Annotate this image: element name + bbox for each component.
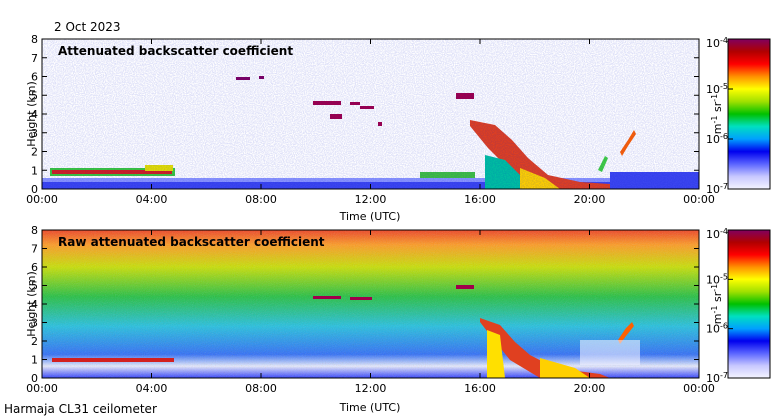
y-tick-label: 7 (31, 52, 38, 65)
y-tick-label: 7 (31, 243, 38, 256)
x-tick-label: 12:00 (355, 193, 387, 206)
x-tick-label: 08:00 (245, 193, 277, 206)
colorbar-tick-label: 10-7 (706, 371, 728, 385)
cloud-fragment-2b (350, 297, 372, 300)
y-tick-label: 4 (31, 298, 38, 311)
y-tick-label: 1 (31, 164, 38, 177)
x-tick-label: 20:00 (574, 193, 606, 206)
y-axis-1: 0 1 2 3 4 5 6 7 8 (31, 33, 699, 196)
y-tick-label: 8 (31, 224, 38, 237)
y-tick-label: 3 (31, 317, 38, 330)
cloud-fragment-2a (313, 296, 341, 299)
colorbar-tick-label: 10-5 (706, 272, 728, 286)
x-tick-label: 20:00 (574, 382, 606, 395)
heatmap-area-1 (42, 39, 699, 189)
precip-column-2 (487, 330, 505, 378)
panel-attenuated-backscatter: Attenuated backscatter coefficient 00:00… (25, 33, 771, 223)
colorbar-1: 10-4 10-5 10-6 10-7 m-1 sr-1 (706, 36, 771, 196)
colorbar-2: 10-4 10-5 10-6 10-7 m-1 sr-1 (706, 227, 771, 385)
colorbar-tick-label: 10-5 (706, 82, 728, 96)
x-tick-label: 08:00 (245, 382, 277, 395)
y-tick-label: 0 (31, 372, 38, 385)
colorbar-tick-label: 10-4 (706, 36, 728, 50)
y-tick-label: 6 (31, 261, 38, 274)
panel-title-1: Attenuated backscatter coefficient (58, 44, 293, 58)
colorbar-tick-label: 10-7 (706, 182, 728, 196)
y-axis-label-2: Height (km) (25, 271, 38, 337)
clear-patch-2 (580, 340, 640, 365)
date-label: 2 Oct 2023 (54, 20, 121, 34)
x-tick-label: 04:00 (136, 382, 168, 395)
panel-raw-backscatter: Raw attenuated backscatter coefficient 0… (25, 224, 771, 414)
colorbar-tick-label: 10-6 (706, 132, 728, 146)
heatmap-area-2 (42, 230, 699, 378)
noise-overlay-1 (42, 39, 699, 189)
y-axis-2: 0 1 2 3 4 5 6 7 8 (31, 224, 699, 385)
colorbar-unit-2: m-1 sr-1 (710, 284, 724, 324)
low-cloud-base-2 (52, 358, 174, 362)
y-tick-label: 8 (31, 33, 38, 46)
y-tick-label: 4 (31, 108, 38, 121)
instrument-label: Harmaja CL31 ceilometer (4, 402, 157, 416)
x-tick-label: 16:00 (464, 382, 496, 395)
colorbar-tick-label: 10-6 (706, 322, 728, 336)
colorbar-gradient-1 (727, 38, 771, 190)
x-tick-label: 04:00 (136, 193, 168, 206)
y-tick-label: 1 (31, 354, 38, 367)
colorbar-gradient-2 (727, 229, 771, 379)
x-axis-label-2: Time (UTC) (339, 401, 401, 414)
x-tick-label: 00:00 (26, 193, 58, 206)
x-tick-label: 12:00 (355, 382, 387, 395)
y-tick-label: 3 (31, 127, 38, 140)
precip-column-2b (540, 358, 590, 378)
panel-title-2: Raw attenuated backscatter coefficient (58, 235, 325, 249)
colorbar-ticks-1: 10-4 10-5 10-6 10-7 (706, 36, 733, 196)
cloud-fragment-2c (456, 285, 474, 289)
x-tick-label: 00:00 (683, 382, 715, 395)
colorbar-ticks-2: 10-4 10-5 10-6 10-7 (706, 227, 733, 385)
y-tick-label: 2 (31, 335, 38, 348)
y-tick-label: 0 (31, 183, 38, 196)
colorbar-tick-label: 10-4 (706, 227, 728, 241)
y-tick-label: 5 (31, 280, 38, 293)
y-tick-label: 6 (31, 71, 38, 84)
y-axis-label-1: Height (km) (25, 81, 38, 147)
x-tick-label: 00:00 (26, 382, 58, 395)
x-axis-2: 00:00 04:00 08:00 12:00 16:00 20:00 00:00 (26, 230, 715, 395)
x-tick-label: 00:00 (683, 193, 715, 206)
y-tick-label: 5 (31, 89, 38, 102)
colorbar-unit-1: m-1 sr-1 (710, 94, 724, 134)
x-axis-label-1: Time (UTC) (339, 210, 401, 223)
y-tick-label: 2 (31, 146, 38, 159)
rising-plume-2 (618, 322, 634, 344)
x-axis-1: 00:00 04:00 08:00 12:00 16:00 20:00 00:00 (26, 39, 715, 206)
x-tick-label: 16:00 (464, 193, 496, 206)
